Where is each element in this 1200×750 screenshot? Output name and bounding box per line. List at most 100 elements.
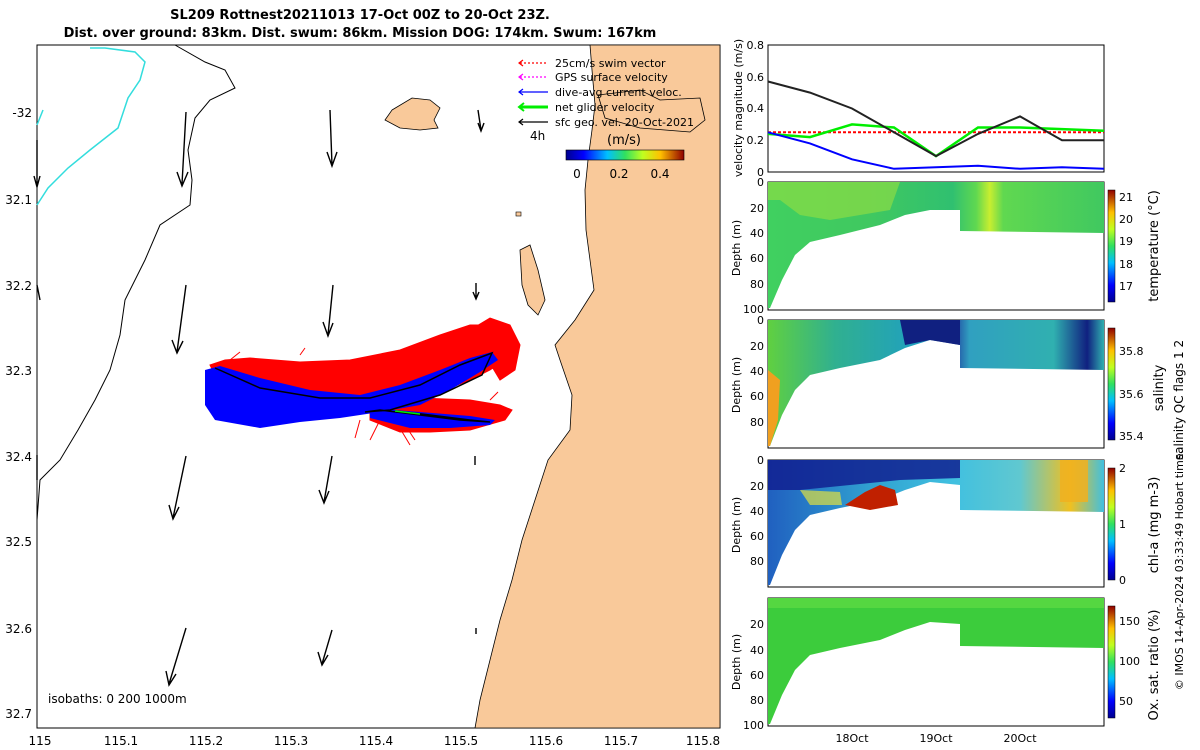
oxygen-ticks: 150 100 50: [1119, 615, 1140, 708]
map-y-tick: 32.4: [5, 450, 32, 464]
depth-tick: 0: [757, 176, 764, 189]
depth-tick: 60: [750, 530, 764, 543]
salinity-ticks: 35.8 35.6 35.4: [1119, 345, 1144, 443]
chlorophyll-colorbar: [1107, 467, 1116, 581]
map-y-tick: 32.1: [5, 193, 32, 207]
map-x-tick: 115.1: [104, 734, 138, 748]
chlorophyll-tick: 0: [1119, 574, 1126, 587]
time-step-label: 4h: [530, 129, 545, 143]
geo-arrow: [317, 629, 333, 667]
salinity-tick: 35.6: [1119, 388, 1144, 401]
depth-ticks: 0 20 40 60 80 100 0 20 40 60 80 0 20 40 …: [743, 176, 764, 732]
swim-fan: [469, 317, 521, 381]
map-y-tick: 32.3: [5, 364, 32, 378]
depth-tick: 80: [750, 555, 764, 568]
geo-arrow: [36, 284, 41, 301]
time-tick: 20Oct: [1003, 732, 1037, 745]
temperature-tick: 19: [1119, 235, 1133, 248]
depth-tick: 40: [750, 644, 764, 657]
depth-tick: 100: [743, 719, 764, 732]
small-islet: [515, 211, 522, 217]
map-y-tick: 32.2: [5, 279, 32, 293]
salinity-section: [768, 320, 1104, 446]
qc-note: salinity QC flags 1 2: [1172, 340, 1186, 460]
geo-arrow: [171, 284, 187, 355]
map-x-tick: 115.7: [604, 734, 638, 748]
map-colorbar: [565, 149, 685, 161]
colorbar-tick: 0.4: [650, 167, 669, 181]
geo-arrow: [176, 111, 189, 188]
depth-tick: 0: [757, 454, 764, 467]
depth-tick: 80: [750, 416, 764, 429]
geo-arrow: [326, 109, 338, 169]
salinity-panel: Depth (m) 35.8 35.6 35.4 salinity: [730, 319, 1167, 449]
velocity-y-ticks: 0 0.2 0.4 0.6 0.8: [747, 39, 765, 179]
depth-label: Depth (m): [730, 497, 743, 553]
velocity-ylabel: velocity magnitude (m/s): [732, 39, 745, 177]
legend-item-net: net glider velocity: [517, 101, 655, 114]
temperature-tick: 17: [1119, 280, 1133, 293]
geo-arrow: [322, 284, 334, 339]
chlorophyll-tick: 2: [1119, 462, 1126, 475]
colorbar-label: (m/s): [607, 133, 641, 148]
time-tick: 19Oct: [919, 732, 953, 745]
glider-track: [214, 351, 494, 423]
depth-tick: 60: [750, 669, 764, 682]
map-panel: 25cm/s swim vector GPS surface velocity …: [5, 44, 721, 748]
velocity-y-tick: 0.4: [747, 102, 765, 115]
temperature-panel: Depth (m) 21 20 19 18 17 temperature (°C…: [730, 181, 1162, 311]
chlorophyll-section: [768, 460, 1104, 585]
map-x-ticks: 115 115.1 115.2 115.3 115.4 115.5 115.6 …: [29, 734, 721, 748]
geo-arrow: [472, 283, 480, 301]
oxygen-colorbar: [1107, 605, 1116, 719]
page-subtitle: Dist. over ground: 83km. Dist. swum: 86k…: [63, 26, 657, 41]
net-velocity-segment: [394, 410, 421, 415]
depth-tick: 60: [750, 252, 764, 265]
velocity-y-tick: 0.6: [747, 71, 765, 84]
time-ticks: 18Oct 19Oct 20Oct: [835, 732, 1037, 745]
map-y-ticks: -32 32.1 32.2 32.3 32.4 32.5 32.6 32.7: [5, 106, 32, 721]
mainland: [474, 44, 721, 729]
depth-tick: 20: [750, 480, 764, 493]
velocity-y-tick: 0.2: [747, 134, 765, 147]
credit-text: © IMOS 14-Apr-2024 03:33:49 Hobart time.: [1173, 450, 1186, 690]
temperature-colorbar: [1107, 189, 1116, 303]
depth-tick: 40: [750, 365, 764, 378]
map-y-tick: 32.5: [5, 535, 32, 549]
geo-arrow: [168, 455, 187, 521]
depth-tick: 40: [750, 505, 764, 518]
time-tick: 18Oct: [835, 732, 869, 745]
oxygen-label: Ox. sat. ratio (%): [1147, 610, 1162, 721]
oxygen-tick: 150: [1119, 615, 1140, 628]
legend-label-net: net glider velocity: [555, 101, 655, 114]
legend-label-swim: 25cm/s swim vector: [555, 57, 666, 70]
depth-tick: 80: [750, 278, 764, 291]
geo-arrow: [318, 455, 333, 505]
geo-arrow: [477, 109, 485, 133]
temperature-tick: 20: [1119, 213, 1133, 226]
legend-item-current: dive-avg current veloc.: [518, 86, 682, 99]
temperature-tick: 21: [1119, 191, 1133, 204]
island-north: [597, 89, 706, 133]
page-title: SL209 Rottnest20211013 17-Oct 00Z to 20-…: [170, 8, 550, 23]
legend-label-geo: sfc geo. vel. 20-Oct-2021: [555, 116, 694, 129]
depth-tick: 80: [750, 694, 764, 707]
temperature-label: temperature (°C): [1147, 190, 1162, 302]
chlorophyll-panel: Depth (m) 2 1 0 chl-a (mg m-3): [730, 459, 1162, 588]
velocity-panel: velocity magnitude (m/s) 0 0.2 0.4 0.6 0…: [732, 39, 1105, 179]
velocity-y-tick: 0: [757, 166, 764, 179]
map-x-tick: 115.2: [189, 734, 223, 748]
oxygen-section: [768, 598, 1104, 724]
map-x-tick: 115.4: [359, 734, 393, 748]
depth-tick: 60: [750, 390, 764, 403]
chlorophyll-tick: 1: [1119, 518, 1126, 531]
oxygen-tick: 100: [1119, 655, 1140, 668]
depth-tick: 40: [750, 227, 764, 240]
velocity-series-current: [767, 131, 1105, 170]
geo-velocity-arrows: [33, 109, 485, 687]
salinity-tick: 35.4: [1119, 430, 1144, 443]
legend-label-gps: GPS surface velocity: [555, 71, 668, 84]
rottnest-island: [384, 97, 441, 131]
depth-tick: 0: [757, 314, 764, 327]
